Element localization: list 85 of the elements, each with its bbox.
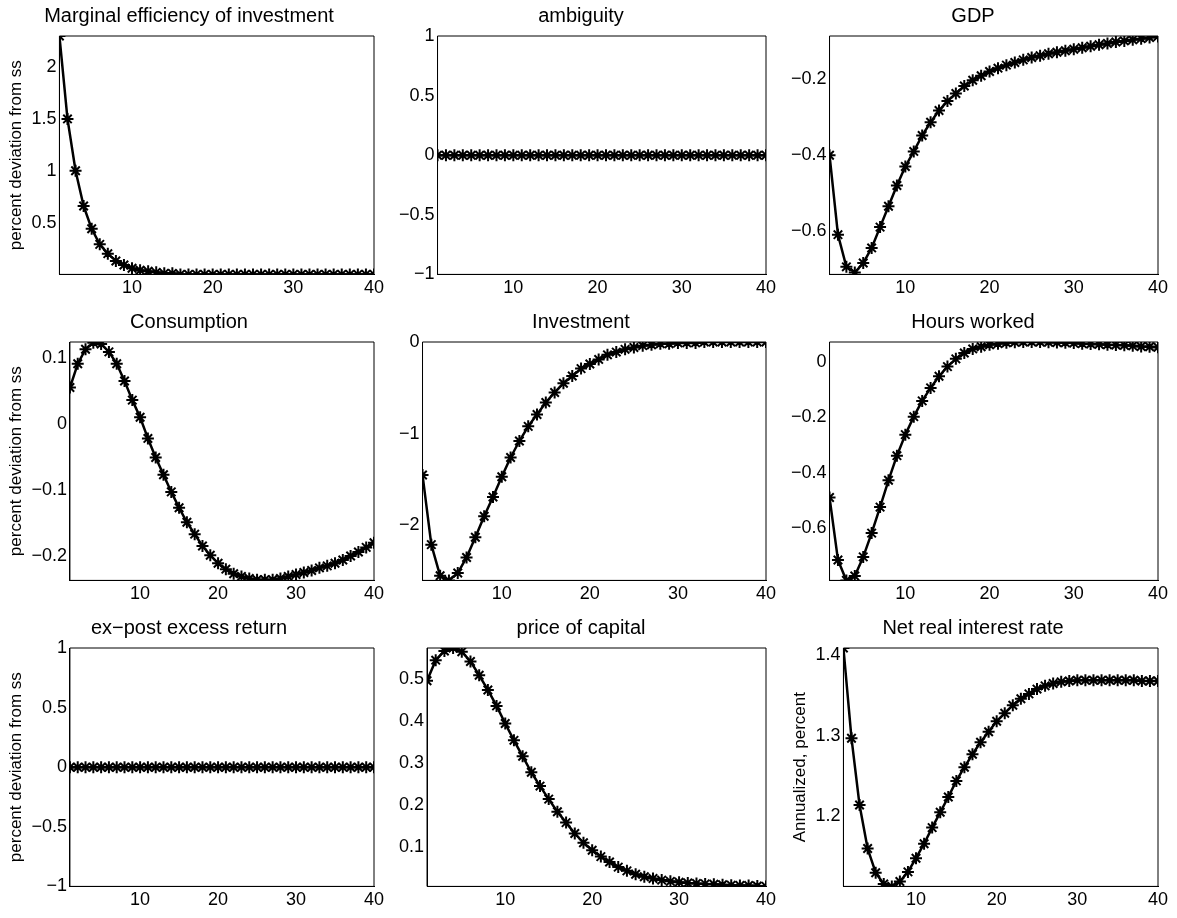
y-tick-label: 1 [424, 24, 435, 45]
x-tick-label: 10 [491, 583, 512, 604]
y-tick-label: 0 [409, 330, 420, 351]
x-tick-label: 20 [579, 583, 600, 604]
y-tick-label: 1.2 [815, 805, 841, 826]
y-tick-label: −0.2 [31, 544, 67, 565]
x-tick-label: 40 [1147, 889, 1169, 910]
y-axis-title: percent deviation from ss [5, 60, 25, 251]
x-tick-label: 30 [1063, 277, 1084, 298]
x-tick-label: 20 [587, 277, 608, 298]
x-tick-label: 40 [363, 277, 385, 298]
y-tick-label: 0 [424, 144, 435, 165]
y-tick-label: −0.2 [790, 68, 827, 89]
x-tick-label: 40 [1147, 277, 1169, 298]
x-tick-label: 30 [669, 889, 690, 910]
y-tick-label: −0.4 [790, 144, 827, 165]
y-tick-label: −0.6 [790, 516, 827, 537]
x-tick-label: 20 [582, 889, 603, 910]
x-tick-label: 30 [671, 277, 692, 298]
y-tick-label: −1 [398, 422, 420, 443]
y-tick-label: 0 [816, 350, 827, 371]
x-tick-label: 30 [286, 889, 307, 910]
chart-title: Investment [532, 309, 631, 332]
y-tick-label: 0.1 [41, 346, 67, 367]
x-tick-label: 20 [202, 277, 223, 298]
y-axis-title: percent deviation from ss [5, 672, 25, 863]
x-tick-label: 20 [208, 583, 229, 604]
x-tick-label: 30 [286, 583, 307, 604]
x-tick-label: 40 [755, 889, 777, 910]
y-tick-label: 1.3 [815, 724, 841, 745]
y-tick-label: 0.1 [398, 835, 425, 856]
x-tick-label: 10 [895, 583, 916, 604]
x-tick-label: 30 [1067, 889, 1088, 910]
chart-title: GDP [951, 3, 995, 26]
y-tick-label: 1 [46, 159, 57, 180]
y-tick-label: 1 [56, 636, 67, 657]
x-tick-label: 10 [895, 277, 916, 298]
y-tick-label: 0.2 [398, 793, 425, 814]
chart-title: Consumption [130, 309, 248, 332]
x-tick-label: 20 [979, 583, 1000, 604]
y-tick-label: 0.5 [398, 668, 425, 689]
chart-title: ex−post excess return [90, 615, 288, 638]
y-tick-label: −0.4 [790, 461, 827, 482]
y-tick-label: −1 [414, 263, 435, 284]
y-tick-label: −0.6 [790, 219, 827, 240]
x-tick-label: 10 [130, 889, 151, 910]
chart-title: Net real interest rate [882, 615, 1064, 638]
chart-title: Marginal efficiency of investment [44, 3, 335, 26]
y-tick-label: −0.5 [398, 203, 435, 224]
y-tick-label: −0.1 [31, 478, 67, 499]
chart-title: Hours worked [911, 309, 1035, 332]
y-tick-label: 0.3 [398, 751, 425, 772]
x-tick-label: 10 [122, 277, 143, 298]
chart-title: ambiguity [538, 3, 624, 26]
x-tick-label: 10 [503, 277, 524, 298]
y-tick-label: −0.5 [31, 815, 67, 836]
x-tick-label: 30 [1063, 583, 1084, 604]
x-tick-label: 40 [363, 889, 385, 910]
y-tick-label: 0.5 [31, 211, 57, 232]
x-tick-label: 20 [208, 889, 229, 910]
y-tick-label: 1.4 [815, 644, 841, 665]
x-tick-label: 10 [906, 889, 927, 910]
y-tick-label: −2 [398, 514, 420, 535]
x-tick-label: 10 [495, 889, 516, 910]
y-tick-label: −0.2 [790, 406, 827, 427]
x-tick-label: 40 [755, 583, 777, 604]
y-axis-title: percent deviation from ss [5, 366, 25, 557]
x-tick-label: 40 [755, 277, 777, 298]
y-tick-label: 0 [56, 756, 67, 777]
x-tick-label: 20 [979, 277, 1000, 298]
y-tick-label: 0 [56, 412, 67, 433]
y-tick-label: 1.5 [31, 107, 57, 128]
x-tick-label: 20 [986, 889, 1007, 910]
chart-title: price of capital [516, 615, 646, 638]
y-tick-label: 0.5 [409, 84, 435, 105]
y-tick-label: 0.5 [41, 696, 67, 717]
y-tick-label: 2 [46, 56, 57, 77]
x-tick-label: 30 [283, 277, 304, 298]
y-tick-label: 0.4 [398, 710, 425, 730]
y-tick-label: −1 [46, 875, 67, 896]
y-axis-title: Annualized, percent [789, 691, 809, 843]
x-tick-label: 10 [130, 583, 151, 604]
x-tick-label: 40 [1147, 583, 1169, 604]
x-tick-label: 30 [667, 583, 688, 604]
x-tick-label: 40 [363, 583, 385, 604]
